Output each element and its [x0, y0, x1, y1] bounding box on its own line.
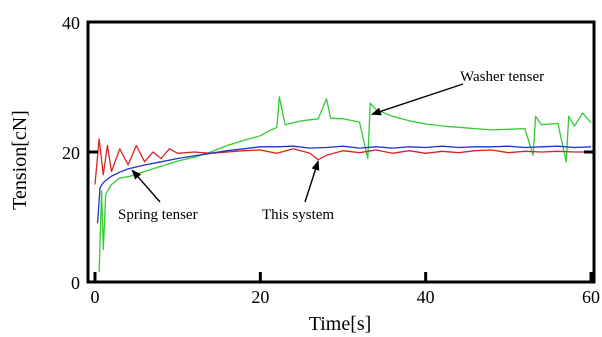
annotation-label-washer-tenser: Washer tenser — [460, 69, 544, 85]
annotation-arrow — [131, 169, 161, 203]
tick-layer: 0 20 40 60 0 20 40 — [62, 13, 600, 307]
x-tick-label: 40 — [417, 287, 435, 307]
series-line-spring-tenser — [96, 145, 592, 224]
series-layer — [94, 96, 592, 273]
annotation-arrow — [370, 83, 464, 116]
series-line-washer-tenser — [98, 96, 592, 273]
y-tick-label: 40 — [62, 13, 80, 33]
y-axis-label: Tension[cN] — [9, 110, 31, 210]
series-line-this-system — [94, 138, 591, 185]
y-tick-label: 0 — [71, 273, 80, 293]
annotation-label-spring-tenser: Spring tenser — [118, 207, 198, 223]
annotation-arrow — [304, 160, 320, 203]
x-tick-label: 20 — [251, 287, 269, 307]
x-tick-label: 0 — [91, 287, 100, 307]
annotation-label-this-system: This system — [262, 207, 334, 223]
annotation-layer: Washer tenser Spring tenser This system — [118, 69, 544, 223]
x-axis-label: Time[s] — [309, 313, 372, 335]
x-tick-label: 60 — [582, 287, 600, 307]
y-tick-label: 20 — [62, 143, 80, 163]
